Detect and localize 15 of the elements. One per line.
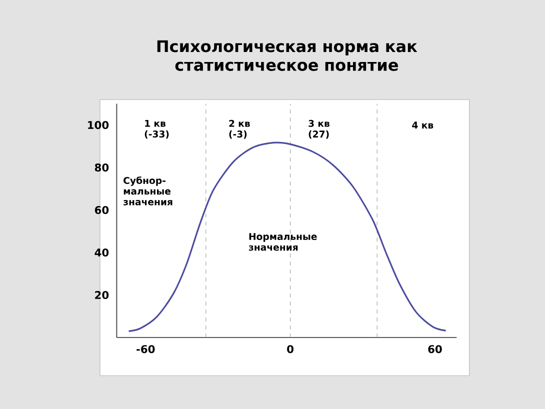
x-tick-label: 60 <box>428 345 442 354</box>
annotation: Субнор-мальные значения <box>124 176 172 206</box>
chart-title: Психологическая норма как статистическое понятие <box>157 40 418 71</box>
annotation: Нормальные значения <box>248 233 317 251</box>
annotation: 1 кв (-33) <box>144 120 169 139</box>
y-tick-label: 80 <box>94 163 109 172</box>
x-tick-label: 0 <box>287 345 294 354</box>
annotation: 3 кв (27) <box>308 120 330 139</box>
annotation: 2 кв (-3) <box>229 120 250 139</box>
y-tick-label: 40 <box>94 248 109 257</box>
y-tick-label: 60 <box>94 206 109 214</box>
x-tick-label: -60 <box>136 345 155 354</box>
annotation: 4 кв <box>412 122 434 128</box>
y-tick-label: 100 <box>88 120 109 130</box>
y-tick-label: 20 <box>95 290 109 300</box>
